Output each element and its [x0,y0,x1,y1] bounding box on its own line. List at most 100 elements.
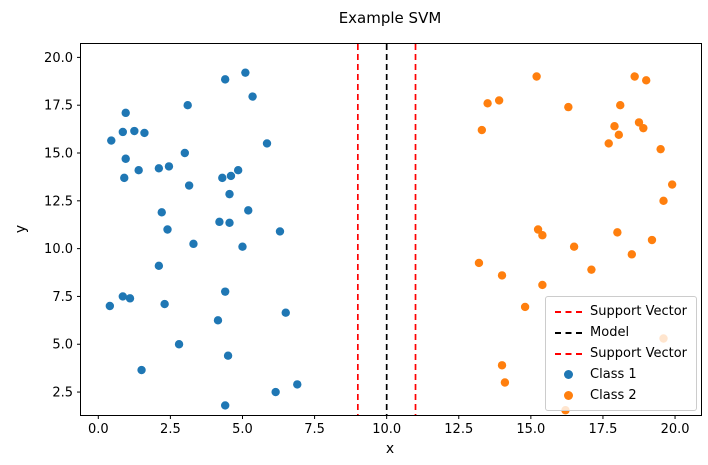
y-tick-label: 12.5 [44,194,73,209]
y-tick-label: 5.0 [52,338,73,353]
legend-label: Class 1 [590,367,637,382]
dashed-line-icon [555,331,583,334]
scatter-point-class-2 [587,265,596,274]
scatter-point-class-1 [223,351,233,360]
scatter-point-class-2 [647,235,657,245]
scatter-point-class-1 [213,316,223,325]
scatter-point-class-1 [220,75,230,84]
scatter-point-class-1 [248,92,257,101]
scatter-point-class-2 [627,250,636,259]
scatter-point-class-1 [107,136,116,145]
scatter-point-class-1 [220,287,230,296]
x-tick-label: 20.0 [661,422,690,437]
scatter-point-class-1 [233,166,243,175]
legend-marker-sample [555,391,582,400]
x-tick-label: 10.0 [372,422,401,437]
legend-line-sample [555,352,583,355]
plot-canvas: 0.0 2.5 5.0 7.5 10.0 12.5 15.0 17.5 20.0 2.5 5.0 7.… [44,44,690,437]
scatter-point-class-1 [174,340,184,349]
scatter-point-class-2 [477,125,487,135]
scatter-point-class-2 [616,100,625,110]
plot-area: 0.0 2.5 5.0 7.5 10.0 12.5 15.0 17.5 20.0 2.5 5.0 7.… [44,43,702,437]
scatter-point-class-1 [121,154,130,163]
legend-label: Support Vector [590,346,687,361]
y-tick-label: 7.5 [52,290,73,305]
scatter-point-class-2 [667,180,677,189]
scatter-point-class-2 [634,118,644,127]
scatter-point-class-1 [281,308,290,317]
scatter-point-class-1 [225,218,234,228]
x-tick-label: 2.5 [160,422,181,437]
scatter-point-class-2 [656,144,665,154]
y-tick-label: 10.0 [44,242,73,257]
scatter-point-class-2 [564,102,573,112]
marker-dot-icon [564,370,574,379]
legend-entry: Support Vector [555,303,687,320]
x-axis-label: x [385,441,395,457]
scatter-point-class-2 [538,231,547,240]
scatter-point-class-2 [520,302,530,312]
scatter-point-class-2 [614,130,624,140]
x-tick-label: 15.0 [516,422,545,437]
scatter-point-class-1 [154,261,164,271]
scatter-point-class-2 [613,228,622,237]
scatter-point-class-2 [569,242,579,251]
scatter-point-class-2 [533,225,543,234]
x-tick-label: 17.5 [588,422,617,437]
y-tick-label: 20.0 [44,51,73,66]
scatter-point-class-1 [218,173,227,183]
scatter-point-class-2 [604,139,613,148]
legend-entry: Model [555,324,687,341]
legend-label: Model [590,325,630,340]
scatter-point-class-1 [189,239,198,249]
scatter-point-class-1 [120,173,129,183]
scatter-point-class-2 [532,72,541,81]
scatter-point-class-1 [244,206,253,215]
scatter-point-class-2 [497,271,507,280]
scatter-point-class-2 [630,72,639,81]
scatter-point-class-1 [160,299,169,309]
scatter-point-class-1 [130,126,139,136]
scatter-point-class-1 [180,148,190,158]
scatter-point-class-1 [154,164,164,173]
scatter-point-class-2 [474,258,484,268]
scatter-point-class-1 [118,127,128,137]
scatter-point-class-1 [157,208,166,217]
legend: Support Vector Model Support Vector Class 1… [545,296,697,411]
scatter-point-class-2 [483,99,492,108]
chart-title: Example SVM [338,9,442,27]
dashed-line-icon [555,352,583,355]
legend-label: Support Vector [590,304,687,319]
x-tick-label: 0.0 [88,422,109,437]
scatter-point-class-1 [215,217,224,227]
scatter-point-class-1 [225,189,234,199]
legend-label: Class 2 [590,388,637,403]
scatter-point-class-2 [538,280,547,290]
y-axis-label: y [13,224,29,234]
legend-line-sample [555,310,583,313]
y-tick-label: 2.5 [52,386,73,401]
scatter-point-class-1 [293,380,302,389]
scatter-point-class-1 [121,108,130,118]
scatter-point-class-1 [275,227,285,236]
scatter-point-class-1 [184,181,194,190]
scatter-point-class-2 [659,196,668,206]
y-tick-label: 15.0 [44,147,73,162]
scatter-point-class-1 [183,100,192,110]
legend-line-sample [555,331,583,334]
scatter-point-class-1 [134,166,143,175]
scatter-point-class-2 [610,122,619,131]
scatter-point-class-1 [140,128,149,138]
marker-dot-icon [564,391,574,400]
scatter-point-class-2 [639,123,648,133]
legend-entry: Support Vector [555,345,687,362]
scatter-point-class-1 [105,301,115,311]
x-tick-label: 12.5 [444,422,473,437]
scatter-point-class-1 [125,294,135,303]
scatter-point-class-2 [642,76,651,85]
scatter-point-class-1 [118,292,128,301]
scatter-point-class-1 [163,225,172,234]
scatter-point-class-1 [262,139,272,148]
scatter-point-class-2 [497,361,507,370]
legend-entry: Class 2 [555,387,687,404]
